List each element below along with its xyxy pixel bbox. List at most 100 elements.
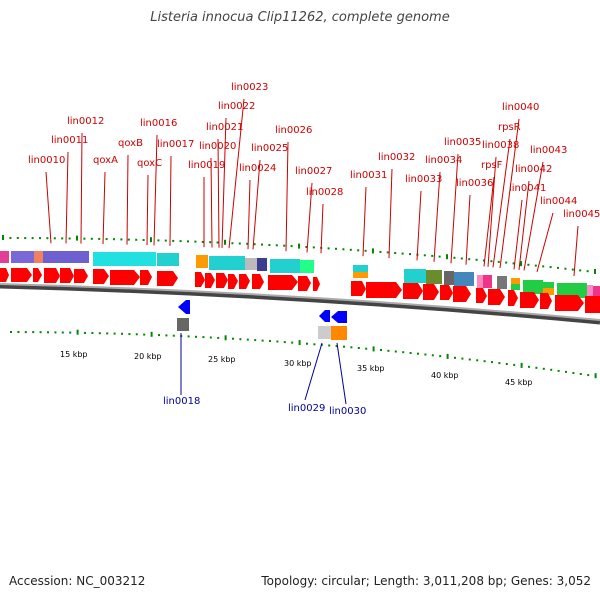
gene-label[interactable]: lin0017 [157,139,194,150]
domain-box[interactable] [426,270,442,284]
gene-arrow[interactable] [476,288,487,303]
domain-box[interactable] [34,251,43,263]
gene-label[interactable]: lin0016 [140,118,177,129]
gene-label[interactable]: lin0034 [425,155,462,166]
gene-arrow[interactable] [33,268,42,282]
gene-arrow[interactable] [11,268,32,282]
domain-box[interactable] [245,258,257,270]
domain-box[interactable] [404,269,426,283]
gene-label[interactable]: lin0045 [563,209,600,220]
gene-label[interactable]: lin0010 [28,155,65,166]
gene-arrow[interactable] [157,271,178,286]
gene-arrow[interactable] [440,285,453,300]
gene-label[interactable]: lin0031 [350,170,387,181]
domain-box[interactable] [196,255,208,268]
domain-box[interactable] [477,275,483,288]
gene-arrow[interactable] [44,268,60,283]
domain-box[interactable] [444,271,454,285]
gene-label[interactable]: qoxB [118,138,143,149]
gene-label[interactable]: qoxA [93,155,118,166]
gene-arrow[interactable] [520,292,539,308]
domain-box[interactable] [331,326,347,340]
gene-label[interactable]: lin0036 [456,178,493,189]
gene-label[interactable]: lin0020 [199,141,236,152]
gene-label[interactable]: lin0023 [231,82,268,93]
gene-arrow[interactable] [540,293,552,309]
domain-box[interactable] [209,256,245,270]
gene-arrow[interactable] [93,269,109,284]
gene-label[interactable]: lin0022 [218,101,255,112]
gene-arrow[interactable] [0,268,9,282]
gene-arrow[interactable] [423,284,439,300]
gene-label[interactable]: lin0041 [509,183,546,194]
domain-box[interactable] [523,280,543,294]
gene-label[interactable]: qoxC [137,158,162,169]
gene-arrow[interactable] [555,295,584,311]
domain-box[interactable] [353,265,368,272]
domain-box[interactable] [543,282,554,288]
gene-arrow[interactable] [298,276,311,291]
gene-label[interactable]: lin0011 [51,135,88,146]
gene-arrow[interactable] [110,270,140,285]
gene-arrow-reverse[interactable] [178,300,190,314]
gene-label[interactable]: lin0040 [502,102,539,113]
gene-label[interactable]: lin0018 [163,396,200,407]
gene-label[interactable]: lin0038 [482,140,519,151]
gene-arrow[interactable] [313,277,320,291]
domain-box[interactable] [257,258,267,271]
domain-box[interactable] [157,253,179,266]
gene-arrow[interactable] [74,269,88,283]
domain-box[interactable] [43,251,89,263]
gene-label[interactable]: rpsF [481,160,503,171]
domain-box[interactable] [557,283,587,298]
domain-box[interactable] [318,326,331,339]
domain-box[interactable] [177,318,189,331]
gene-label[interactable]: lin0043 [530,145,567,156]
gene-arrow[interactable] [585,296,600,313]
domain-box[interactable] [454,272,474,286]
gene-label[interactable]: lin0024 [239,163,276,174]
domain-box[interactable] [497,276,507,289]
gene-arrow[interactable] [268,275,298,290]
gene-arrow[interactable] [403,283,423,299]
domain-box[interactable] [543,288,554,295]
domain-box[interactable] [270,259,300,273]
gene-label[interactable]: lin0029 [288,403,325,414]
domain-box[interactable] [587,285,593,299]
gene-arrow[interactable] [508,290,518,306]
domain-box[interactable] [93,252,156,266]
domain-box[interactable] [0,251,9,263]
domain-box[interactable] [511,284,520,290]
gene-label[interactable]: lin0021 [206,122,243,133]
gene-arrow[interactable] [228,274,238,289]
gene-label[interactable]: lin0025 [251,143,288,154]
gene-label[interactable]: lin0032 [378,152,415,163]
domain-box[interactable] [300,260,314,273]
gene-arrow[interactable] [205,273,215,288]
gene-arrow[interactable] [239,274,250,289]
gene-arrow[interactable] [488,289,505,305]
gene-arrow[interactable] [351,281,366,296]
gene-arrow[interactable] [216,273,228,288]
gene-label[interactable]: lin0035 [444,137,481,148]
gene-arrow[interactable] [366,282,402,298]
gene-arrow-reverse[interactable] [319,310,330,322]
domain-box[interactable] [593,286,600,300]
gene-label[interactable]: lin0019 [188,160,225,171]
gene-label[interactable]: rpsR [498,122,521,133]
gene-label[interactable]: lin0028 [306,187,343,198]
gene-arrow[interactable] [60,268,74,283]
gene-label[interactable]: lin0026 [275,125,312,136]
gene-label[interactable]: lin0027 [295,166,332,177]
gene-arrow[interactable] [140,270,152,285]
gene-label[interactable]: lin0030 [329,406,366,417]
gene-label[interactable]: lin0033 [405,174,442,185]
gene-arrow[interactable] [252,274,264,289]
gene-label[interactable]: lin0042 [515,164,552,175]
gene-arrow[interactable] [195,272,205,287]
gene-label[interactable]: lin0012 [67,116,104,127]
domain-box[interactable] [353,272,368,278]
gene-arrow[interactable] [453,286,471,302]
gene-label[interactable]: lin0044 [540,196,577,207]
gene-arrow-reverse[interactable] [331,311,347,323]
